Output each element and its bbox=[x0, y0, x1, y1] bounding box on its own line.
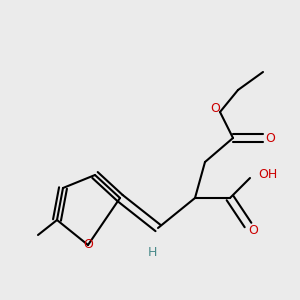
Text: O: O bbox=[265, 131, 275, 145]
Text: O: O bbox=[248, 224, 258, 236]
Text: OH: OH bbox=[258, 167, 277, 181]
Text: O: O bbox=[210, 103, 220, 116]
Text: O: O bbox=[83, 238, 93, 251]
Text: H: H bbox=[147, 245, 157, 259]
